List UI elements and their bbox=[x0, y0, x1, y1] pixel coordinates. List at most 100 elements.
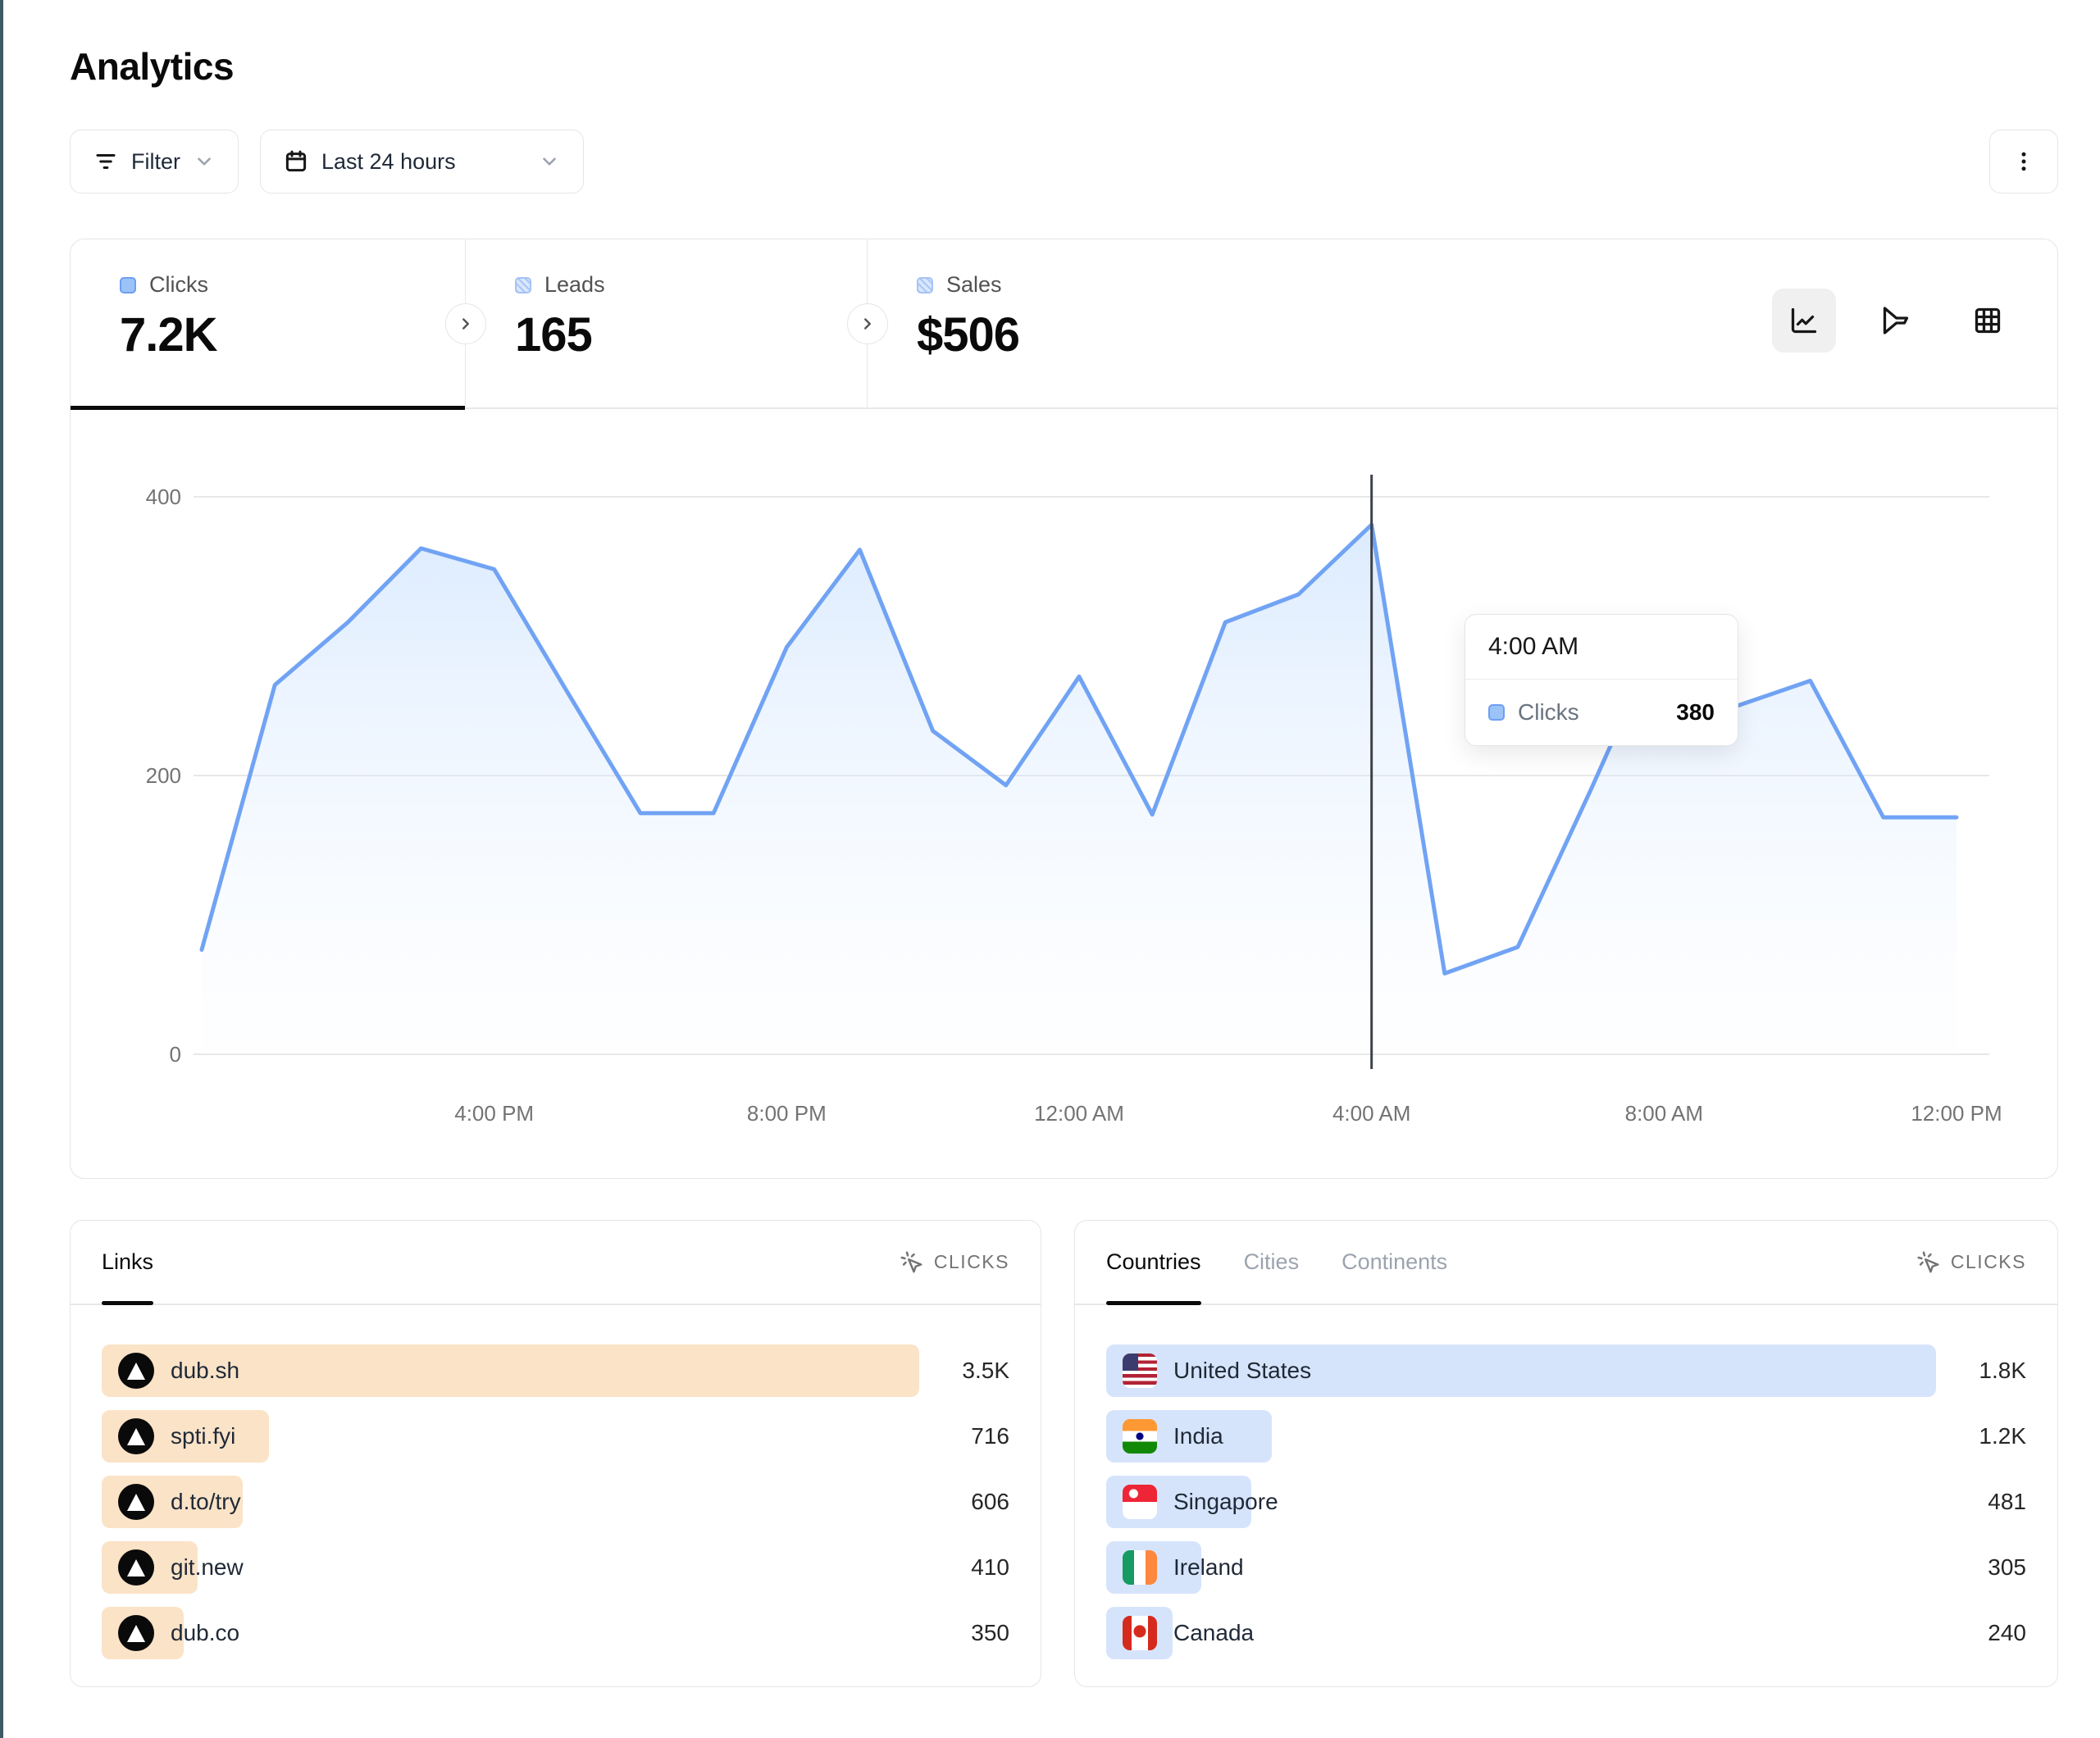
link-row[interactable]: dub.co 350 bbox=[102, 1607, 1009, 1659]
svg-text:4:00 AM: 4:00 AM bbox=[1332, 1101, 1410, 1126]
link-bar bbox=[102, 1344, 919, 1397]
chevron-down-icon bbox=[194, 151, 215, 172]
tooltip-value: 380 bbox=[1676, 699, 1715, 725]
tab-countries[interactable]: Countries bbox=[1106, 1221, 1201, 1305]
tab-continents[interactable]: Continents bbox=[1342, 1221, 1447, 1304]
country-label: India bbox=[1173, 1423, 1223, 1449]
clicks-label: Clicks bbox=[149, 272, 208, 297]
kebab-menu-icon bbox=[2011, 149, 2036, 174]
link-row[interactable]: dub.sh 3.5K bbox=[102, 1344, 1009, 1397]
leads-legend-swatch bbox=[515, 276, 531, 293]
flag-icon-ie bbox=[1123, 1550, 1157, 1585]
cursor-click-icon bbox=[1917, 1251, 1939, 1272]
country-value: 1.8K bbox=[1979, 1358, 2026, 1383]
country-value: 305 bbox=[1988, 1554, 2026, 1580]
cursor-click-icon bbox=[900, 1251, 922, 1272]
country-bar bbox=[1106, 1344, 1936, 1397]
chevron-right-icon bbox=[864, 317, 871, 330]
links-panel: Links CLICKS dub.sh 3.5K spti.fyi 716 d.to/t… bbox=[70, 1220, 1041, 1687]
line-chart-icon bbox=[1791, 307, 1817, 334]
dub-logo-icon bbox=[118, 1418, 154, 1454]
links-tab-label: Links bbox=[102, 1249, 154, 1274]
links-metric[interactable]: CLICKS bbox=[900, 1250, 1009, 1275]
flag-icon-in bbox=[1123, 1419, 1157, 1454]
calendar-icon bbox=[284, 149, 308, 174]
dub-logo-icon bbox=[118, 1353, 154, 1389]
sales-label: Sales bbox=[946, 272, 1002, 297]
tab-leads[interactable]: Leads 165 bbox=[466, 239, 868, 407]
dub-logo-icon bbox=[118, 1549, 154, 1586]
link-row[interactable]: git.new 410 bbox=[102, 1541, 1009, 1594]
country-row[interactable]: United States 1.8K bbox=[1106, 1344, 2026, 1397]
expand-leads-button[interactable] bbox=[445, 303, 486, 344]
dub-logo-icon bbox=[118, 1484, 154, 1520]
filter-icon bbox=[93, 149, 118, 174]
country-row[interactable]: Canada 240 bbox=[1106, 1607, 2026, 1659]
chart-tooltip: 4:00 AM Clicks 380 bbox=[1465, 614, 1738, 746]
flag-icon-us bbox=[1123, 1354, 1157, 1388]
country-row[interactable]: Singapore 481 bbox=[1106, 1476, 2026, 1528]
country-label: United States bbox=[1173, 1358, 1312, 1383]
clicks-value: 7.2K bbox=[120, 308, 218, 362]
more-options-button[interactable] bbox=[1989, 130, 2058, 193]
leads-value: 165 bbox=[515, 308, 593, 362]
svg-text:8:00 PM: 8:00 PM bbox=[747, 1101, 827, 1126]
link-label: spti.fyi bbox=[171, 1423, 236, 1449]
country-label: Canada bbox=[1173, 1620, 1255, 1645]
dub-logo-icon bbox=[118, 1615, 154, 1651]
chart-view-toggles bbox=[1772, 289, 2020, 353]
svg-text:0: 0 bbox=[170, 1042, 181, 1067]
chevron-down-icon bbox=[539, 151, 560, 172]
country-value: 1.2K bbox=[1979, 1423, 2026, 1449]
link-row[interactable]: spti.fyi 716 bbox=[102, 1410, 1009, 1463]
tooltip-series-label: Clicks bbox=[1518, 699, 1579, 725]
flag-icon-sg bbox=[1123, 1485, 1157, 1519]
cities-tab-label: Cities bbox=[1243, 1249, 1300, 1274]
funnel-icon bbox=[1883, 307, 1909, 334]
links-metric-label: CLICKS bbox=[933, 1251, 1009, 1272]
page-title: Analytics bbox=[70, 45, 235, 88]
link-value: 410 bbox=[971, 1554, 1009, 1580]
link-value: 606 bbox=[971, 1489, 1009, 1514]
expand-sales-button[interactable] bbox=[847, 303, 888, 344]
country-label: Ireland bbox=[1173, 1554, 1244, 1580]
country-row[interactable]: India 1.2K bbox=[1106, 1410, 2026, 1463]
sales-value: $506 bbox=[917, 308, 1020, 362]
filter-label: Filter bbox=[131, 148, 180, 174]
funnel-view-button[interactable] bbox=[1864, 289, 1928, 353]
date-range-label: Last 24 hours bbox=[321, 148, 456, 174]
countries-metric[interactable]: CLICKS bbox=[1916, 1250, 2026, 1275]
tab-sales[interactable]: Sales $506 bbox=[868, 239, 1294, 407]
country-row[interactable]: Ireland 305 bbox=[1106, 1541, 2026, 1594]
table-view-button[interactable] bbox=[1956, 289, 2020, 353]
stat-tabs: Clicks 7.2K Leads 165 bbox=[71, 239, 2057, 410]
clicks-legend-swatch bbox=[120, 276, 136, 293]
filter-button[interactable]: Filter bbox=[70, 130, 239, 193]
svg-text:8:00 AM: 8:00 AM bbox=[1625, 1101, 1703, 1126]
countries-tab-label: Countries bbox=[1106, 1249, 1201, 1274]
tab-links[interactable]: Links bbox=[102, 1221, 154, 1305]
date-range-button[interactable]: Last 24 hours bbox=[260, 130, 584, 193]
clicks-chart[interactable]: 0 200 400 4:00 PM 8:00 PM 12:00 AM 4:00 AM 8:00… bbox=[71, 409, 2057, 1178]
tab-clicks[interactable]: Clicks 7.2K bbox=[71, 239, 466, 410]
svg-text:12:00 AM: 12:00 AM bbox=[1034, 1101, 1124, 1126]
chevron-right-icon bbox=[462, 317, 469, 330]
link-label: dub.sh bbox=[171, 1358, 240, 1383]
svg-text:4:00 PM: 4:00 PM bbox=[454, 1101, 534, 1126]
links-list: dub.sh 3.5K spti.fyi 716 d.to/try 606 git.new 4… bbox=[71, 1305, 1041, 1659]
tooltip-time: 4:00 AM bbox=[1465, 615, 1738, 680]
left-edge-accent bbox=[0, 0, 3, 1738]
line-chart-view-button[interactable] bbox=[1772, 289, 1836, 353]
country-value: 240 bbox=[1988, 1620, 2026, 1645]
country-label: Singapore bbox=[1173, 1489, 1278, 1514]
svg-text:400: 400 bbox=[146, 485, 181, 509]
countries-panel: Countries Cities Continents CLICKS bbox=[1074, 1220, 2058, 1687]
tab-cities[interactable]: Cities bbox=[1244, 1221, 1300, 1304]
link-label: dub.co bbox=[171, 1620, 240, 1645]
flag-icon-ca bbox=[1123, 1616, 1157, 1650]
link-label: d.to/try bbox=[171, 1489, 241, 1514]
grid-table-icon bbox=[1975, 307, 2001, 334]
clicks-area-chart[interactable]: 0 200 400 4:00 PM 8:00 PM 12:00 AM 4:00 AM 8:00… bbox=[71, 409, 2059, 1178]
link-row[interactable]: d.to/try 606 bbox=[102, 1476, 1009, 1528]
